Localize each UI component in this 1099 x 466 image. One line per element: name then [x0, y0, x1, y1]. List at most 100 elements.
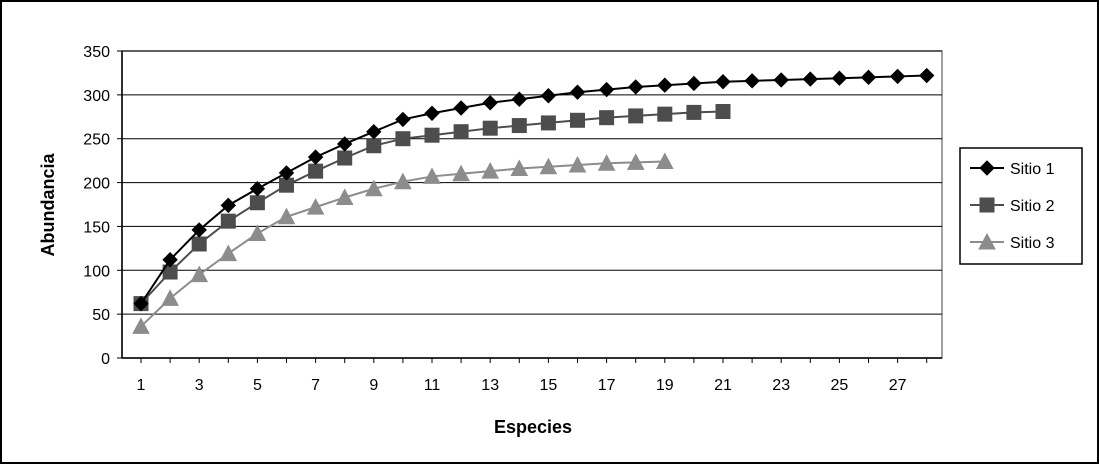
data-point [277, 207, 296, 225]
x-tick-label: 23 [772, 377, 790, 394]
data-point [337, 150, 353, 166]
y-tick-label: 0 [101, 351, 110, 368]
y-tick-label: 150 [83, 219, 110, 236]
data-point [568, 155, 587, 173]
data-point [307, 149, 324, 165]
x-tick-label: 27 [889, 377, 907, 394]
series-layer [132, 67, 935, 334]
data-point [452, 164, 470, 182]
data-point [540, 115, 556, 131]
data-point [219, 244, 238, 262]
data-point [366, 138, 382, 154]
x-tick-label: 13 [481, 377, 499, 394]
data-point [511, 91, 528, 107]
data-point [395, 111, 411, 128]
data-point [686, 104, 702, 120]
data-point [569, 84, 586, 100]
legend: Sitio 1 Sitio 2 Sitio 3 [959, 147, 1083, 265]
legend-marker [979, 160, 995, 176]
x-axis-title: Especies [494, 417, 572, 437]
data-point [626, 153, 645, 170]
y-tick-label: 50 [92, 307, 110, 324]
y-tick-label: 100 [83, 263, 110, 280]
data-point [191, 222, 207, 238]
legend-marker [979, 197, 995, 213]
data-point [918, 67, 935, 84]
data-point [657, 77, 673, 93]
data-point [860, 69, 877, 86]
data-point [627, 79, 644, 95]
data-point [453, 100, 469, 116]
x-tick-label: 21 [714, 377, 732, 394]
data-point [162, 252, 178, 268]
data-point [831, 70, 848, 86]
data-point [161, 289, 179, 306]
x-tick-label: 11 [424, 377, 441, 394]
data-point [715, 104, 731, 120]
data-point [364, 179, 383, 197]
data-point [306, 198, 325, 215]
data-point [424, 105, 440, 121]
data-point [220, 213, 236, 229]
legend-label: Sitio 2 [1010, 198, 1055, 215]
x-tick-label: 15 [540, 377, 558, 394]
data-point [336, 136, 353, 152]
data-point [191, 236, 207, 252]
data-point [394, 172, 412, 190]
data-point [308, 163, 324, 179]
data-point [220, 197, 237, 214]
x-tick-label: 7 [311, 377, 320, 394]
legend-label: Sitio 1 [1010, 161, 1055, 178]
data-point [715, 73, 731, 90]
y-tick-label: 250 [83, 132, 110, 149]
data-point [655, 152, 674, 170]
data-point [657, 106, 673, 122]
data-point [597, 154, 616, 171]
data-point [482, 120, 498, 136]
data-point [423, 167, 441, 184]
data-point [335, 188, 354, 205]
data-point [511, 118, 527, 134]
legend-marker [978, 232, 996, 250]
data-point [599, 110, 615, 126]
data-point [539, 157, 558, 175]
legend-label: Sitio 3 [1010, 235, 1055, 252]
y-axis-title: Abundancia [38, 153, 58, 257]
data-point [481, 162, 500, 179]
data-point [424, 127, 440, 143]
legend-item-1: Sitio 1 [970, 160, 1055, 178]
y-tick-label: 350 [83, 44, 110, 61]
data-point [744, 73, 760, 89]
data-point [366, 123, 382, 140]
x-tick-label: 19 [656, 377, 674, 394]
data-point [190, 265, 209, 283]
y-tick-label: 300 [83, 88, 110, 105]
data-point [249, 181, 266, 197]
x-tick-label: 5 [253, 377, 262, 394]
data-point [773, 72, 789, 88]
data-point [278, 165, 295, 181]
data-point [570, 112, 585, 128]
data-point [802, 71, 819, 87]
data-point [453, 124, 469, 140]
data-point [482, 95, 498, 111]
legend-item-3: Sitio 3 [970, 232, 1055, 252]
data-point [133, 295, 149, 312]
data-point [395, 131, 411, 147]
data-point [686, 75, 702, 92]
y-tick-label: 200 [83, 176, 110, 193]
data-point [132, 317, 150, 334]
data-point [889, 68, 906, 85]
data-point [249, 195, 265, 211]
legend-item-2: Sitio 2 [970, 197, 1055, 215]
data-point [540, 88, 557, 104]
series-line [140, 74, 927, 305]
x-tick-label: 25 [831, 377, 849, 394]
data-point [598, 81, 615, 98]
x-tick-label: 9 [369, 377, 378, 394]
data-point [628, 108, 644, 124]
data-point [248, 224, 267, 241]
